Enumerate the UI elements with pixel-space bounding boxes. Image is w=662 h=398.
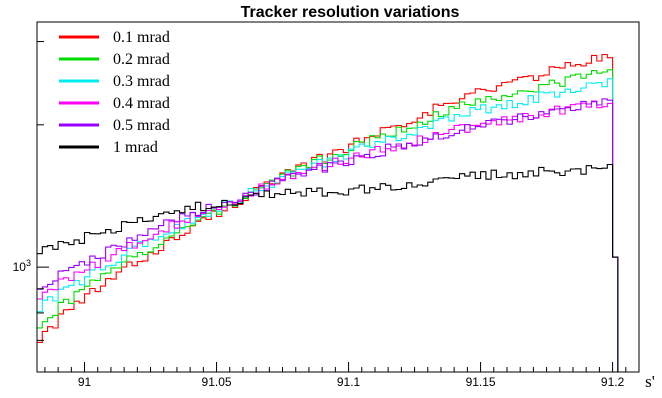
chart-title: Tracker resolution variations [241,4,460,21]
x-tick-label: 91.1 [337,375,361,389]
series-line-0.5-mrad [37,98,619,372]
legend-label: 1 mrad [113,139,158,156]
legend-label: 0.1 mrad [113,29,170,46]
series-group [37,53,619,372]
x-tick-label: 91.05 [202,375,232,389]
legend-label: 0.3 mrad [113,73,170,90]
y-tick-label: 103 [13,258,31,274]
plot-frame [36,21,640,373]
series-line-1-mrad [37,163,619,372]
x-tick-label: 91.15 [466,375,496,389]
legend-label: 0.5 mrad [113,117,170,134]
legend: 0.1 mrad 0.2 mrad 0.3 mrad 0.4 mrad 0.5 mrad… [59,29,170,156]
axes: 91 91.05 91.1 91.15 91.2 103 [13,21,640,389]
x-tick-label: 91 [78,375,92,389]
legend-label: 0.2 mrad [113,51,170,68]
x-axis-label: s' [645,372,655,391]
series-line-0.1-mrad [37,53,619,372]
x-tick-label: 91.2 [601,375,625,389]
legend-label: 0.4 mrad [113,95,170,112]
